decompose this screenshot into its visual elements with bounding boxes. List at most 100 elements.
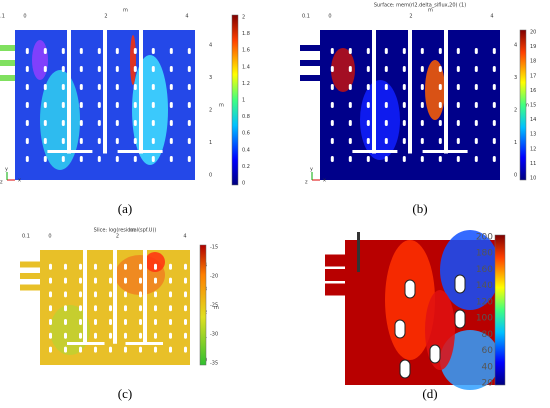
colorbar-tick-label: 11: [530, 161, 536, 167]
hole: [187, 120, 191, 126]
hole: [115, 120, 119, 126]
hole: [97, 48, 101, 54]
colorbar-tick-label: 140: [476, 281, 493, 291]
hole: [184, 346, 187, 353]
hole: [79, 291, 82, 298]
hole: [43, 48, 47, 54]
hole: [133, 138, 137, 144]
hole: [79, 66, 83, 72]
hole: [139, 291, 142, 298]
hole: [97, 84, 101, 90]
hole: [420, 102, 424, 108]
hole: [64, 305, 67, 312]
hole: [64, 332, 67, 339]
baffle: [143, 246, 147, 344]
hole: [94, 319, 97, 325]
hole: [366, 48, 370, 54]
hole: [330, 102, 334, 108]
colorbar-tick-label: 1: [242, 98, 245, 104]
baffle: [125, 342, 163, 345]
colorbar-tick-label: 13: [530, 132, 536, 138]
colorbar-tick-label: 80: [482, 330, 494, 340]
hole: [184, 263, 187, 270]
hole: [43, 102, 47, 108]
hole: [154, 332, 157, 339]
flow-region: [360, 80, 400, 160]
colorbar: [519, 29, 527, 181]
hole: [366, 138, 370, 144]
x-tick-label: 4: [183, 234, 186, 240]
hole: [124, 346, 127, 353]
hole: [154, 263, 157, 270]
y-tick-label: 3: [209, 75, 212, 81]
hole: [492, 84, 496, 90]
hole: [49, 263, 52, 270]
hole: [43, 84, 47, 90]
hole: [420, 156, 424, 162]
x-tick-label: 0: [48, 234, 51, 240]
hole: [79, 319, 82, 325]
hole: [366, 66, 370, 72]
hole: [187, 102, 191, 108]
hole: [115, 102, 119, 108]
hole: [61, 48, 65, 54]
hole: [169, 346, 172, 353]
hole: [154, 319, 157, 325]
hole: [394, 319, 406, 339]
hole: [169, 305, 172, 312]
hole: [139, 263, 142, 270]
hole: [43, 138, 47, 144]
hole: [187, 48, 191, 54]
hole: [384, 138, 388, 144]
hole: [456, 156, 460, 162]
x-tick-label: 2: [409, 14, 412, 20]
axis-label: x: [323, 178, 326, 184]
hole: [404, 279, 416, 299]
hole: [151, 138, 155, 144]
hole: [169, 291, 172, 298]
y-tick-label: 3: [514, 75, 517, 81]
hole: [97, 120, 101, 126]
hole: [187, 84, 191, 90]
hole: [79, 346, 82, 353]
inlet-pipe: [300, 45, 322, 51]
hole: [366, 84, 370, 90]
hole: [169, 319, 172, 325]
hole: [79, 84, 83, 90]
colorbar-tick-label: 20: [530, 30, 536, 36]
hole: [94, 332, 97, 339]
hole: [438, 102, 442, 108]
hole: [492, 102, 496, 108]
hole: [474, 102, 478, 108]
hole: [330, 138, 334, 144]
inlet-pipe: [0, 45, 17, 51]
y-tick-label: 4: [514, 43, 517, 49]
flow-region: [425, 60, 445, 120]
hole: [366, 120, 370, 126]
hole: [43, 120, 47, 126]
hole: [79, 305, 82, 312]
hole: [79, 277, 82, 284]
colorbar-tick-label: 200: [476, 233, 493, 243]
panel-label: (c): [118, 386, 132, 401]
hole: [187, 138, 191, 144]
hole: [79, 102, 83, 108]
y-tick-label: 1: [209, 140, 212, 146]
hole: [94, 305, 97, 312]
colorbar-tick-label: 1.8: [242, 31, 250, 37]
hole: [402, 102, 406, 108]
hole: [64, 263, 67, 270]
x-tick-label: 0: [328, 14, 331, 20]
hole: [456, 48, 460, 54]
colorbar-tick-label: 0.6: [242, 131, 250, 137]
hole: [366, 156, 370, 162]
hole: [115, 138, 119, 144]
hole: [97, 66, 101, 72]
hole: [420, 66, 424, 72]
hole: [438, 156, 442, 162]
hole: [348, 66, 352, 72]
hole: [492, 138, 496, 144]
hole: [187, 66, 191, 72]
hole: [384, 84, 388, 90]
y-tick-label: 0: [209, 173, 212, 179]
